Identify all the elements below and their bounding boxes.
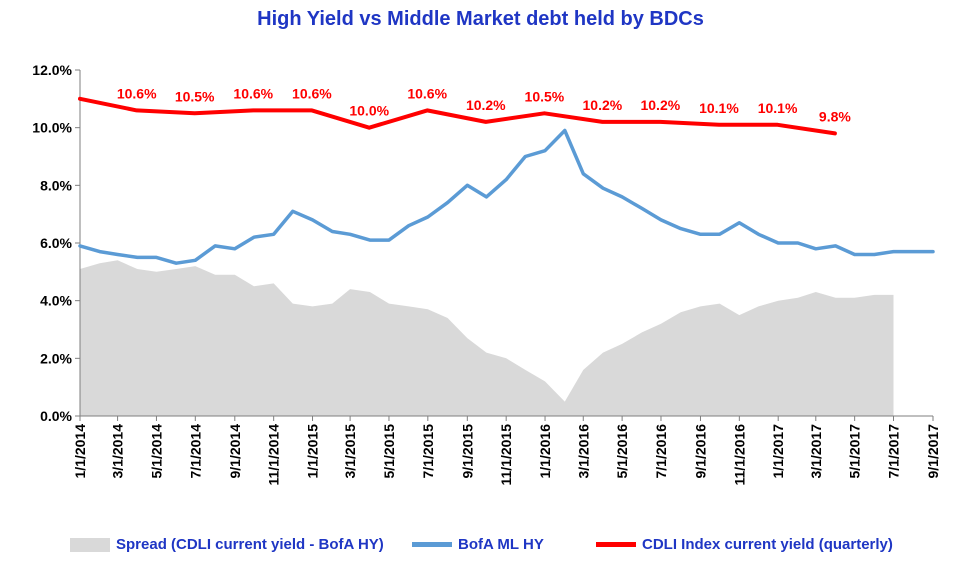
x-tick-label: 5/1/2017 bbox=[847, 424, 863, 479]
x-tick-label: 3/1/2017 bbox=[808, 424, 824, 479]
cdli-data-label: 10.1% bbox=[699, 100, 739, 116]
x-tick-label: 11/1/2014 bbox=[266, 424, 282, 486]
x-tick-label: 9/1/2015 bbox=[459, 424, 475, 479]
cdli-data-label: 10.0% bbox=[349, 103, 389, 119]
x-tick-label: 3/1/2014 bbox=[110, 424, 126, 479]
y-tick-label: 6.0% bbox=[40, 235, 72, 251]
x-tick-label: 9/1/2017 bbox=[925, 424, 941, 479]
legend-item-spread: Spread (CDLI current yield - BofA HY) bbox=[70, 536, 384, 553]
legend-swatch-cdli bbox=[596, 542, 636, 547]
y-tick-label: 0.0% bbox=[40, 408, 72, 424]
series-lines-layer bbox=[78, 96, 935, 265]
chart-title: High Yield vs Middle Market debt held by… bbox=[257, 8, 704, 30]
x-tick-label: 3/1/2015 bbox=[342, 424, 358, 479]
spread-area-layer bbox=[80, 260, 894, 416]
x-tick-label: 3/1/2016 bbox=[575, 424, 591, 479]
x-tick-label: 1/1/2014 bbox=[72, 424, 88, 479]
x-tick-label: 1/1/2016 bbox=[537, 424, 553, 479]
cdli-data-label: 10.2% bbox=[640, 97, 680, 113]
legend-item-bofa: BofA ML HY bbox=[412, 536, 544, 553]
y-tick-label: 4.0% bbox=[40, 293, 72, 309]
y-tick-label: 10.0% bbox=[32, 120, 72, 136]
cdli-data-label: 10.6% bbox=[407, 85, 447, 101]
y-tick-label: 2.0% bbox=[40, 350, 72, 366]
legend-label-bofa: BofA ML HY bbox=[458, 536, 544, 553]
x-tick-label: 11/1/2016 bbox=[731, 424, 747, 486]
x-tick-label: 9/1/2014 bbox=[227, 424, 243, 479]
y-tick-label: 8.0% bbox=[40, 177, 72, 193]
axes-layer: 0.0% 2.0% 4.0% 6.0% 8.0% 10.0% 12.0% 1/1/2014 3/… bbox=[32, 62, 941, 486]
x-tick-label: 5/1/2016 bbox=[614, 424, 630, 479]
cdli-data-label: 10.6% bbox=[233, 85, 273, 101]
cdli-line bbox=[78, 96, 837, 136]
cdli-data-label: 10.1% bbox=[758, 100, 798, 116]
legend-item-cdli: CDLI Index current yield (quarterly) bbox=[596, 536, 893, 553]
cdli-data-label: 10.2% bbox=[583, 97, 623, 113]
x-tick-label: 7/1/2016 bbox=[653, 424, 669, 479]
x-tick-label: 5/1/2015 bbox=[381, 424, 397, 479]
x-tick-label: 7/1/2014 bbox=[187, 424, 203, 479]
spread-area bbox=[80, 260, 894, 416]
x-tick-label: 9/1/2016 bbox=[693, 424, 709, 479]
data-labels-layer: 10.6% 10.5% 10.6% 10.6% 10.0% 10.6% 10.2% 10.5%… bbox=[117, 85, 852, 124]
x-tick-label: 11/1/2015 bbox=[498, 424, 514, 486]
cdli-data-label: 10.5% bbox=[525, 88, 565, 104]
x-tick-label: 7/1/2015 bbox=[420, 424, 436, 479]
cdli-data-label: 10.2% bbox=[466, 97, 506, 113]
cdli-data-label: 10.6% bbox=[292, 85, 332, 101]
cdli-data-label: 9.8% bbox=[819, 108, 851, 124]
y-tick-label: 12.0% bbox=[32, 62, 72, 78]
cdli-data-label: 10.5% bbox=[175, 88, 215, 104]
x-tick-label: 7/1/2017 bbox=[886, 424, 902, 479]
x-tick-label: 1/1/2015 bbox=[305, 424, 321, 479]
legend-label-cdli: CDLI Index current yield (quarterly) bbox=[642, 536, 893, 553]
x-tick-label: 5/1/2014 bbox=[148, 424, 164, 479]
legend-swatch-bofa bbox=[412, 542, 452, 547]
legend-swatch-spread bbox=[70, 537, 110, 552]
cdli-data-label: 10.6% bbox=[117, 85, 157, 101]
legend-label-spread: Spread (CDLI current yield - BofA HY) bbox=[116, 536, 384, 553]
bofa-line bbox=[78, 128, 935, 265]
x-tick-label: 1/1/2017 bbox=[770, 424, 786, 479]
